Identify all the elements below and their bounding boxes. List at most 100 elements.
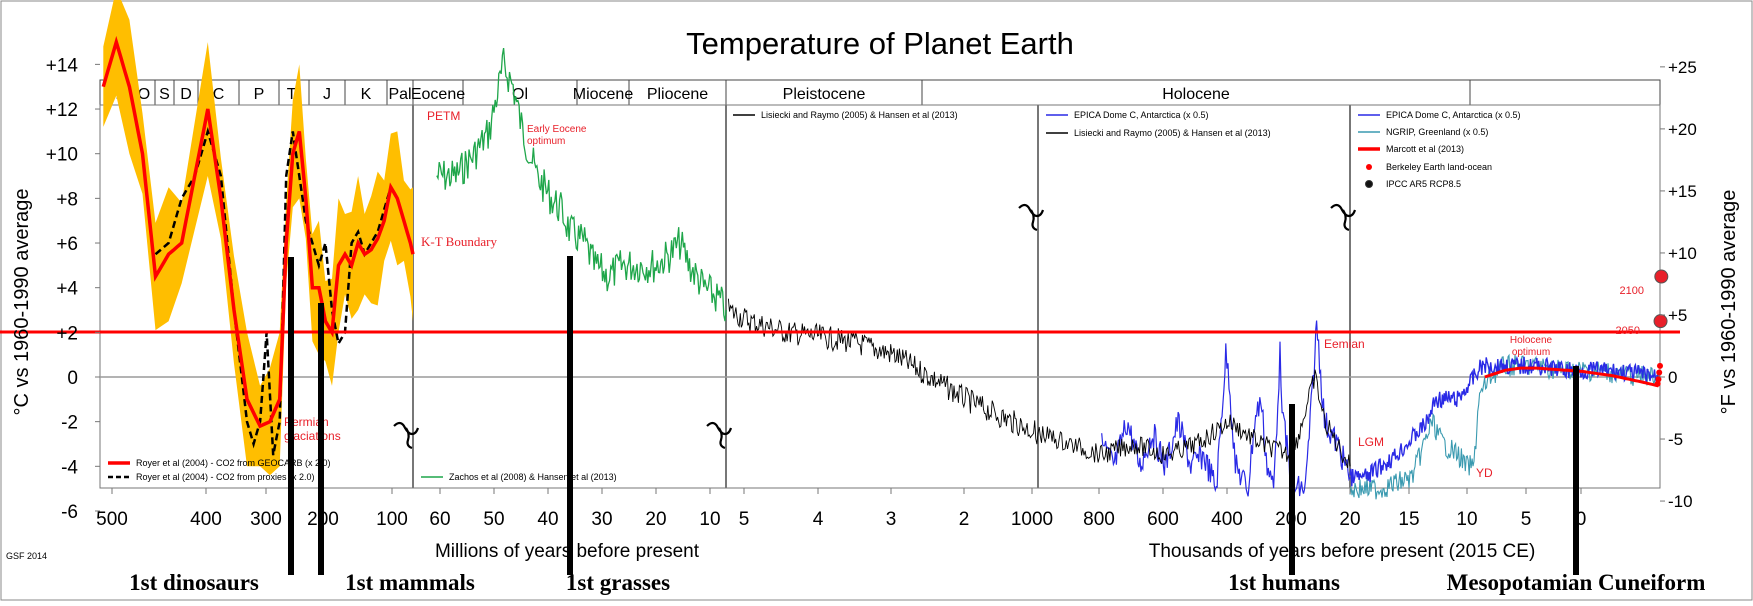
period-label-holocene: Holocene [1162,86,1230,103]
left-tick-label: -6 [61,502,78,523]
milestone-label: 1st mammals [345,570,475,595]
x-tick-label: 40 [537,509,558,530]
x-axis-ticks: 5004003002001006050403020105432100080060… [96,488,1586,530]
legend-ipcc: IPCC AR5 RCP8.5 [1386,179,1461,189]
berkeley-point [1656,369,1663,376]
right-tick-label: +25 [1668,58,1697,77]
left-tick-label: +6 [56,234,78,255]
x-tick-label: 15 [1398,509,1419,530]
right-tick-label: -10 [1668,492,1693,511]
period-label-o: O [138,86,150,103]
left-tick-label: +12 [46,100,78,121]
milestone-label: Mesopotamian Cuneiform [1447,570,1706,595]
milestone-label: 1st humans [1228,570,1340,595]
axis-break-markers [393,203,1357,450]
period-label-k: K [361,86,372,103]
series-layer [101,35,1669,500]
period-label-c: C [213,86,225,103]
berkeley-point [1657,362,1663,369]
legend-marcott: Marcott et al (2013) [1386,144,1464,154]
period-label-d: D [180,86,192,103]
x-tick-label: 3 [886,509,897,530]
left-tick-label: +4 [56,279,78,300]
x-tick-label: 1000 [1011,509,1053,530]
axis-break-squiggle [706,421,733,450]
left-tick-label: 0 [67,368,78,389]
left-y-axis: +14 +12 +10 +8 +6 +4 +2 0 -2 -4 -6 [46,55,100,523]
series-lisiecki-pleistocene [1037,369,1351,469]
note-eemian: Eemian [1324,337,1365,351]
period-label-j: J [323,86,331,103]
right-tick-label: +15 [1668,182,1697,201]
series-epica-pleistocene [1101,320,1351,497]
x-tick-label: 10 [699,509,720,530]
x-tick-label: 10 [1456,509,1477,530]
x-tick-label: 60 [429,509,450,530]
right-tick-label: +5 [1668,306,1687,325]
note-early-eocene: Early Eocene optimum [527,124,587,147]
legend-royer-proxy: Royer et al (2004) - CO2 from proxies (x… [136,472,315,482]
credit-label: GSF 2014 [6,551,47,561]
legend-ipcc-swatch [1365,180,1373,188]
legend-berkeley-swatch [1366,164,1372,170]
milestone-label: 1st dinosaurs [129,570,259,595]
left-tick-label: +10 [46,145,78,166]
legends: Royer et al (2004) - CO2 from GEOCARB (x… [108,110,1521,482]
note-kt-boundary: K-T Boundary [421,234,497,249]
x-tick-label: 30 [591,509,612,530]
legend-epica-pleistocene: EPICA Dome C, Antarctica (x 0.5) [1074,110,1209,120]
milestones: 1st dinosaurs 1st mammals 1st grasses 1st h… [129,256,1705,595]
note-2050: 2050 [1616,325,1640,337]
chart-title: Temperature of Planet Earth [686,26,1074,61]
ipcc-point [1653,314,1668,329]
period-label-p: P [254,86,265,103]
x-tick-label: 400 [1211,509,1243,530]
period-label-miocene: Miocene [573,86,634,103]
x-tick-label: 5 [739,509,750,530]
x-tick-label: 20 [645,509,666,530]
note-permian: Permian glaciations [284,415,341,443]
x-tick-label: 20 [1339,509,1360,530]
left-tick-label: +2 [56,323,78,344]
ipcc-point [1654,269,1669,284]
berkeley-point [1655,376,1662,383]
note-holocene-optimum: Holocene optimum [1510,335,1553,358]
period-label-pliocene: Pliocene [647,86,708,103]
annotations: Permian glaciations PETM Early Eocene optimu… [284,109,1644,480]
period-label-eocene: Eocene [411,86,465,103]
legend-zachos: Zachos et al (2008) & Hansen et al (2013… [449,472,617,482]
note-yd: YD [1476,466,1493,480]
series-zachos [436,47,727,322]
x-tick-label: 400 [190,509,222,530]
milestone-label: 1st grasses [566,570,670,595]
x-tick-label: 2 [959,509,970,530]
legend-berkeley: Berkeley Earth land-ocean [1386,162,1492,172]
left-tick-label: +8 [56,189,78,210]
berkeley-point [1654,380,1661,387]
x-tick-label: 0 [1576,509,1587,530]
period-label-pal: Pal [388,86,411,103]
left-tick-label: +14 [46,55,79,76]
legend-royer-geocarb: Royer et al (2004) - CO2 from GEOCARB (x… [136,458,331,468]
note-lgm: LGM [1358,435,1384,449]
series-royer-geocarb [101,35,415,429]
legend-lisiecki-pliocene: Lisiecki and Raymo (2005) & Hansen et al… [761,110,958,120]
series-marcott [1484,366,1659,388]
left-tick-label: -4 [61,457,78,478]
x-tick-label: 50 [483,509,504,530]
right-tick-label: 0 [1668,368,1677,387]
note-petm: PETM [427,109,460,123]
right-tick-label: -5 [1668,430,1683,449]
x-tick-label: 600 [1147,509,1179,530]
period-label-s: S [159,86,170,103]
x-tick-label: 500 [96,509,128,530]
period-cells: CmOSDCPTrJKPalEoceneOlMiocenePliocenePle… [104,80,1471,105]
x-tick-label: 4 [813,509,824,530]
series-lisiecki-pliocene [727,298,1039,445]
note-2100: 2100 [1620,285,1644,297]
left-tick-label: -2 [61,413,78,434]
period-header [99,79,1661,106]
legend-ngrip: NGRIP, Greenland (x 0.5) [1386,127,1488,137]
